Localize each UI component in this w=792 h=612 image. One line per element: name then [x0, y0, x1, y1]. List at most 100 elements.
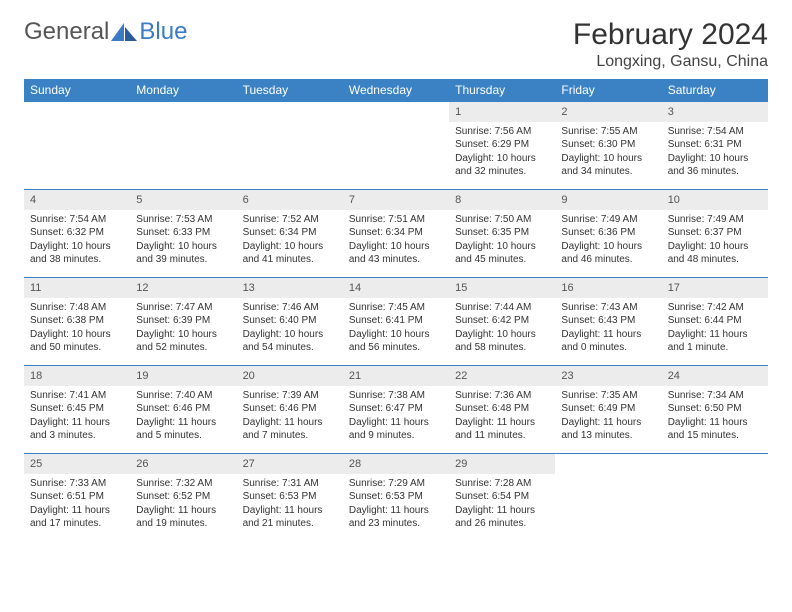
- day-info: Sunrise: 7:48 AMSunset: 6:38 PMDaylight:…: [24, 298, 130, 359]
- calendar-day-cell: 11Sunrise: 7:48 AMSunset: 6:38 PMDayligh…: [24, 277, 130, 365]
- calendar-week-row: 25Sunrise: 7:33 AMSunset: 6:51 PMDayligh…: [24, 453, 768, 541]
- month-title: February 2024: [573, 18, 768, 51]
- day-daylight: Daylight: 11 hours and 19 minutes.: [136, 504, 230, 531]
- day-number: 28: [343, 453, 449, 474]
- day-daylight: Daylight: 10 hours and 43 minutes.: [349, 240, 443, 267]
- calendar-day-cell: 9Sunrise: 7:49 AMSunset: 6:36 PMDaylight…: [555, 189, 661, 277]
- day-number: 17: [662, 277, 768, 298]
- day-sunrise: Sunrise: 7:33 AM: [30, 477, 124, 491]
- calendar-day-cell: [555, 453, 661, 541]
- day-daylight: Daylight: 11 hours and 1 minute.: [668, 328, 762, 355]
- day-daylight: Daylight: 11 hours and 11 minutes.: [455, 416, 549, 443]
- day-sunrise: Sunrise: 7:43 AM: [561, 301, 655, 315]
- day-daylight: Daylight: 10 hours and 32 minutes.: [455, 152, 549, 179]
- day-sunset: Sunset: 6:48 PM: [455, 402, 549, 416]
- day-info: Sunrise: 7:50 AMSunset: 6:35 PMDaylight:…: [449, 210, 555, 271]
- day-sunset: Sunset: 6:47 PM: [349, 402, 443, 416]
- day-daylight: Daylight: 10 hours and 52 minutes.: [136, 328, 230, 355]
- day-info: Sunrise: 7:49 AMSunset: 6:37 PMDaylight:…: [662, 210, 768, 271]
- day-sunset: Sunset: 6:53 PM: [243, 490, 337, 504]
- day-sunset: Sunset: 6:32 PM: [30, 226, 124, 240]
- day-sunset: Sunset: 6:40 PM: [243, 314, 337, 328]
- calendar-day-cell: 27Sunrise: 7:31 AMSunset: 6:53 PMDayligh…: [237, 453, 343, 541]
- day-number: 16: [555, 277, 661, 298]
- day-sunset: Sunset: 6:33 PM: [136, 226, 230, 240]
- day-daylight: Daylight: 11 hours and 9 minutes.: [349, 416, 443, 443]
- empty-day: [130, 101, 236, 121]
- day-daylight: Daylight: 11 hours and 5 minutes.: [136, 416, 230, 443]
- day-sunset: Sunset: 6:51 PM: [30, 490, 124, 504]
- day-number: 27: [237, 453, 343, 474]
- day-info: Sunrise: 7:40 AMSunset: 6:46 PMDaylight:…: [130, 386, 236, 447]
- day-sunset: Sunset: 6:53 PM: [349, 490, 443, 504]
- header: General Blue February 2024 Longxing, Gan…: [24, 18, 768, 71]
- day-sunrise: Sunrise: 7:44 AM: [455, 301, 549, 315]
- day-number: 9: [555, 189, 661, 210]
- weekday-header: Thursday: [449, 79, 555, 101]
- calendar-day-cell: 16 Sunrise: 7:43 AMSunset: 6:43 PMDayligh…: [555, 277, 661, 365]
- day-number: 7: [343, 189, 449, 210]
- day-daylight: Daylight: 11 hours and 3 minutes.: [30, 416, 124, 443]
- day-info: Sunrise: 7:36 AMSunset: 6:48 PMDaylight:…: [449, 386, 555, 447]
- day-number: 3: [662, 101, 768, 122]
- day-info: Sunrise: 7:56 AMSunset: 6:29 PMDaylight:…: [449, 122, 555, 183]
- day-daylight: Daylight: 10 hours and 39 minutes.: [136, 240, 230, 267]
- calendar-body: 1Sunrise: 7:56 AMSunset: 6:29 PMDaylight…: [24, 101, 768, 541]
- logo-sail-icon: [111, 23, 137, 41]
- day-sunset: Sunset: 6:38 PM: [30, 314, 124, 328]
- day-info: Sunrise: 7:46 AMSunset: 6:40 PMDaylight:…: [237, 298, 343, 359]
- day-daylight: Daylight: 11 hours and 0 minutes.: [561, 328, 655, 355]
- day-sunrise: Sunrise: 7:45 AM: [349, 301, 443, 315]
- day-sunrise: Sunrise: 7:55 AM: [561, 125, 655, 139]
- day-number: 8: [449, 189, 555, 210]
- calendar-day-cell: 6Sunrise: 7:52 AMSunset: 6:34 PMDaylight…: [237, 189, 343, 277]
- day-info: Sunrise: 7:32 AMSunset: 6:52 PMDaylight:…: [130, 474, 236, 535]
- day-info: Sunrise: 7:38 AMSunset: 6:47 PMDaylight:…: [343, 386, 449, 447]
- weekday-header: Tuesday: [237, 79, 343, 101]
- day-sunset: Sunset: 6:43 PM: [561, 314, 655, 328]
- day-sunrise: Sunrise: 7:31 AM: [243, 477, 337, 491]
- day-sunset: Sunset: 6:50 PM: [668, 402, 762, 416]
- calendar-day-cell: [237, 101, 343, 189]
- day-number: 23: [555, 365, 661, 386]
- calendar-day-cell: 13Sunrise: 7:46 AMSunset: 6:40 PMDayligh…: [237, 277, 343, 365]
- day-sunrise: Sunrise: 7:41 AM: [30, 389, 124, 403]
- calendar-day-cell: [24, 101, 130, 189]
- weekday-header: Friday: [555, 79, 661, 101]
- day-number: 11: [24, 277, 130, 298]
- day-daylight: Daylight: 10 hours and 41 minutes.: [243, 240, 337, 267]
- calendar-day-cell: 3Sunrise: 7:54 AMSunset: 6:31 PMDaylight…: [662, 101, 768, 189]
- day-daylight: Daylight: 11 hours and 13 minutes.: [561, 416, 655, 443]
- day-sunrise: Sunrise: 7:54 AM: [668, 125, 762, 139]
- day-daylight: Daylight: 10 hours and 58 minutes.: [455, 328, 549, 355]
- calendar-day-cell: [130, 101, 236, 189]
- day-daylight: Daylight: 10 hours and 50 minutes.: [30, 328, 124, 355]
- day-daylight: Daylight: 10 hours and 45 minutes.: [455, 240, 549, 267]
- day-info: Sunrise: 7:54 AMSunset: 6:32 PMDaylight:…: [24, 210, 130, 271]
- day-info: Sunrise: 7:54 AMSunset: 6:31 PMDaylight:…: [662, 122, 768, 183]
- day-info: Sunrise: 7:52 AMSunset: 6:34 PMDaylight:…: [237, 210, 343, 271]
- day-number: 14: [343, 277, 449, 298]
- day-info: Sunrise: 7:41 AMSunset: 6:45 PMDaylight:…: [24, 386, 130, 447]
- empty-day: [555, 453, 661, 473]
- calendar-day-cell: [343, 101, 449, 189]
- day-info: Sunrise: 7:53 AMSunset: 6:33 PMDaylight:…: [130, 210, 236, 271]
- day-number: 4: [24, 189, 130, 210]
- day-number: 22: [449, 365, 555, 386]
- day-number: 5: [130, 189, 236, 210]
- logo-text-general: General: [24, 18, 109, 46]
- day-daylight: Daylight: 10 hours and 46 minutes.: [561, 240, 655, 267]
- day-daylight: Daylight: 11 hours and 15 minutes.: [668, 416, 762, 443]
- day-sunset: Sunset: 6:44 PM: [668, 314, 762, 328]
- weekday-header: Monday: [130, 79, 236, 101]
- day-number: 1: [449, 101, 555, 122]
- day-sunset: Sunset: 6:29 PM: [455, 138, 549, 152]
- day-sunset: Sunset: 6:34 PM: [349, 226, 443, 240]
- location: Longxing, Gansu, China: [573, 53, 768, 71]
- day-info: Sunrise: 7:51 AMSunset: 6:34 PMDaylight:…: [343, 210, 449, 271]
- day-sunset: Sunset: 6:45 PM: [30, 402, 124, 416]
- calendar-day-cell: 18Sunrise: 7:41 AMSunset: 6:45 PMDayligh…: [24, 365, 130, 453]
- day-info: Sunrise: 7:34 AMSunset: 6:50 PMDaylight:…: [662, 386, 768, 447]
- calendar-day-cell: 8Sunrise: 7:50 AMSunset: 6:35 PMDaylight…: [449, 189, 555, 277]
- calendar-day-cell: 23Sunrise: 7:35 AMSunset: 6:49 PMDayligh…: [555, 365, 661, 453]
